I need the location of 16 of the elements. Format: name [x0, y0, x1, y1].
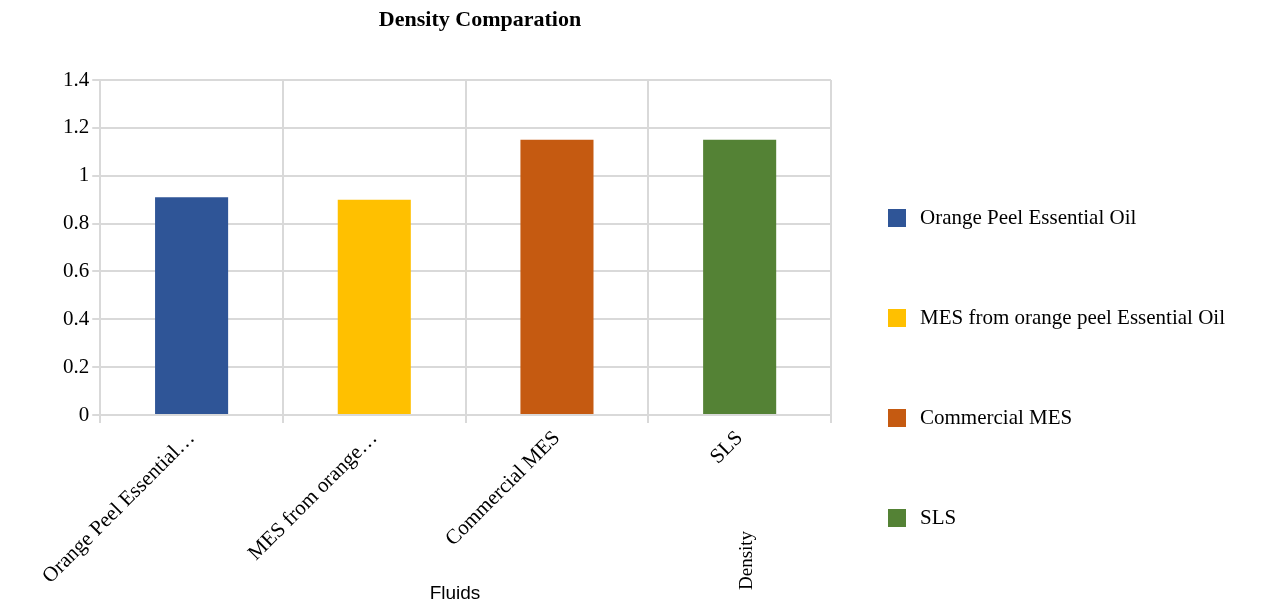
- y-tick-label: 0.2: [63, 353, 90, 378]
- y-tick-label: 1.4: [63, 66, 90, 91]
- x-tick-label: SLS: [704, 425, 748, 468]
- y-tick-label: 0.6: [63, 257, 90, 282]
- y-tick-label: 1.2: [63, 114, 90, 139]
- y-tick-label: 0.8: [63, 210, 90, 235]
- chart-title: Density Comparation: [377, 6, 583, 32]
- legend-label: Orange Peel Essential Oil: [920, 205, 1137, 230]
- legend-label: MES from orange peel Essential Oil: [920, 305, 1226, 330]
- x-axis-title: Fluids: [428, 582, 482, 604]
- text: Density: [734, 530, 756, 590]
- y-tick-label: 1: [78, 162, 90, 187]
- y-tick-label: 0: [78, 401, 90, 426]
- legend-label: Commercial MES: [920, 405, 1073, 430]
- legend-label: SLS: [920, 505, 957, 530]
- y-tick-label: 0.4: [63, 305, 90, 330]
